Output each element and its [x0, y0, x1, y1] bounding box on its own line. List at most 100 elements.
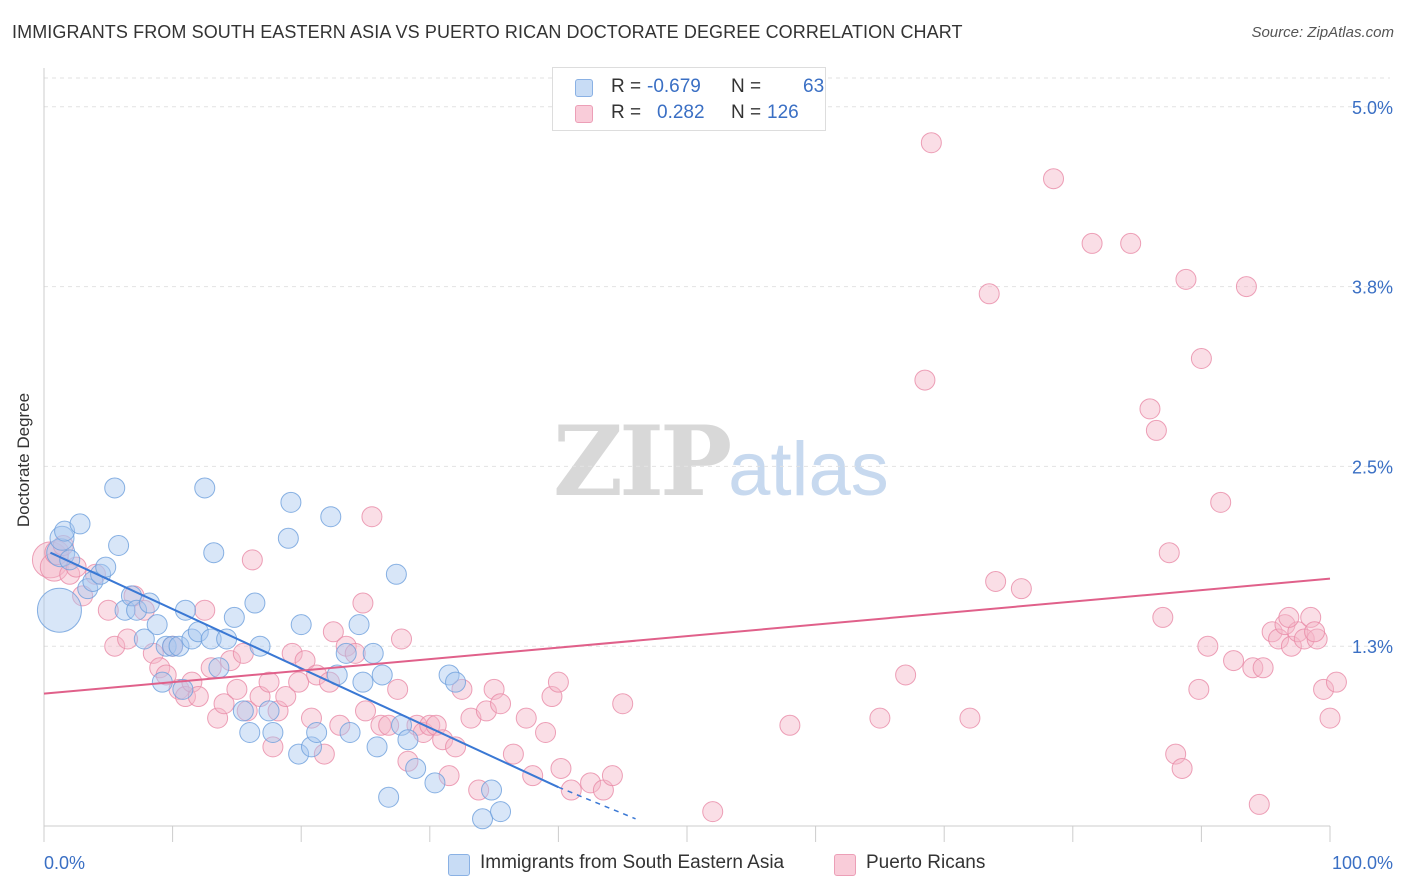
legend-n-label: N = [731, 76, 762, 97]
point-puerto-rican [1325, 671, 1347, 693]
point-puerto-rican [155, 664, 177, 686]
point-puerto-rican [104, 635, 126, 657]
watermark: ZIPatlas [553, 405, 889, 518]
point-puerto-rican [978, 283, 1000, 305]
point-puerto-rican [1145, 419, 1167, 441]
y-tick-label: 2.5% [1352, 457, 1393, 477]
point-puerto-rican [550, 757, 572, 779]
point-south-eastern-asia [405, 757, 427, 779]
point-south-eastern-asia [290, 614, 312, 636]
point-puerto-rican [241, 549, 263, 571]
point-puerto-rican [601, 765, 623, 787]
point-puerto-rican [117, 628, 139, 650]
point-puerto-rican [361, 506, 383, 528]
point-puerto-rican [895, 664, 917, 686]
point-puerto-rican [1248, 793, 1270, 815]
point-puerto-rican [1304, 621, 1326, 643]
point-puerto-rican [194, 599, 216, 621]
y-tick-label: 1.3% [1352, 637, 1393, 657]
point-puerto-rican [397, 750, 419, 772]
point-puerto-rican [391, 628, 413, 650]
trend-line-puerto-rican [43, 577, 1331, 695]
point-south-eastern-asia [320, 506, 342, 528]
point-south-eastern-asia [244, 592, 266, 614]
point-south-eastern-asia [481, 779, 503, 801]
point-south-eastern-asia [366, 736, 388, 758]
point-puerto-rican [869, 707, 891, 729]
point-puerto-rican [1235, 276, 1257, 298]
point-south-eastern-asia [155, 635, 177, 657]
point-puerto-rican [258, 671, 280, 693]
point-south-eastern-asia [69, 513, 91, 535]
point-puerto-rican [1319, 707, 1341, 729]
point-south-eastern-asia [208, 657, 230, 679]
legend-swatch-blue [575, 79, 593, 97]
trend-line-extension-south-eastern-asia [558, 786, 636, 820]
point-south-eastern-asia [262, 722, 284, 743]
point-south-eastern-asia [133, 628, 155, 650]
point-puerto-rican [344, 642, 366, 664]
legend-n-value: 126 [767, 102, 799, 123]
point-south-eastern-asia [239, 722, 261, 743]
point-puerto-rican [1188, 678, 1210, 700]
point-puerto-rican [920, 132, 942, 154]
point-south-eastern-asia [232, 700, 254, 722]
point-puerto-rican [502, 743, 524, 765]
point-puerto-rican [1197, 635, 1219, 657]
point-puerto-rican [1280, 635, 1302, 657]
point-south-eastern-asia [339, 722, 361, 743]
point-puerto-rican [1268, 628, 1290, 650]
legend-r-label: R = [611, 102, 642, 123]
point-south-eastern-asia [120, 585, 142, 607]
point-south-eastern-asia [306, 722, 328, 743]
point-puerto-rican [355, 700, 376, 722]
point-south-eastern-asia [335, 642, 357, 664]
point-puerto-rican [432, 729, 454, 751]
point-puerto-rican [1278, 606, 1300, 628]
point-puerto-rican [541, 686, 563, 708]
point-south-eastern-asia [280, 491, 302, 513]
point-puerto-rican [1313, 678, 1335, 700]
point-south-eastern-asia [200, 628, 222, 650]
point-puerto-rican [288, 671, 310, 693]
point-south-eastern-asia [348, 614, 370, 636]
point-puerto-rican [438, 765, 460, 787]
point-puerto-rican [370, 714, 392, 736]
point-south-eastern-asia [352, 671, 374, 693]
point-puerto-rican [475, 700, 497, 722]
point-south-eastern-asia [49, 525, 75, 551]
point-south-eastern-asia [114, 599, 136, 621]
watermark-zip: ZIP [553, 405, 732, 518]
point-south-eastern-asia [126, 599, 148, 621]
point-puerto-rican [483, 678, 505, 700]
point-puerto-rican [1210, 491, 1232, 513]
point-puerto-rican [1010, 578, 1032, 600]
point-puerto-rican [779, 714, 801, 736]
point-south-eastern-asia [277, 527, 299, 549]
point-puerto-rican [1223, 650, 1245, 672]
chart-title: IMMIGRANTS FROM SOUTH EASTERN ASIA VS PU… [12, 22, 963, 42]
point-puerto-rican [1158, 542, 1180, 564]
bottom-legend-label-pink: Puerto Ricans [866, 852, 986, 873]
point-south-eastern-asia [288, 743, 310, 765]
point-puerto-rican [1165, 743, 1187, 765]
point-puerto-rican [959, 707, 981, 729]
point-south-eastern-asia [146, 614, 168, 636]
point-puerto-rican [378, 714, 400, 736]
point-south-eastern-asia [203, 542, 225, 564]
point-puerto-rican [535, 722, 557, 743]
bottom-legend-label-blue: Immigrants from South Eastern Asia [480, 852, 785, 873]
source-credit: Source: ZipAtlas.com [1251, 24, 1394, 41]
x-tick-label: 0.0% [44, 853, 85, 873]
point-puerto-rican [207, 707, 229, 729]
point-south-eastern-asia [397, 729, 419, 751]
point-south-eastern-asia [445, 671, 467, 693]
point-puerto-rican [515, 707, 537, 729]
y-axis-label: Doctorate Degree [14, 392, 33, 528]
point-south-eastern-asia [95, 556, 117, 578]
point-south-eastern-asia [172, 678, 194, 700]
watermark-atlas: atlas [728, 427, 889, 512]
point-south-eastern-asia [371, 664, 393, 686]
legend-n-value: 63 [803, 76, 825, 97]
legend-r-value: -0.679 [647, 76, 701, 97]
